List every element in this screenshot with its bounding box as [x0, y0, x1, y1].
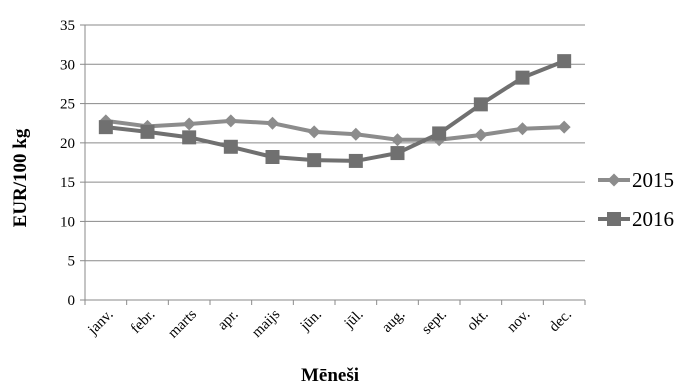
- data-point-2016: [98, 120, 113, 135]
- x-tick-label: jūn.: [297, 307, 325, 335]
- data-point-2015: [349, 127, 363, 141]
- y-tick-label: 15: [60, 175, 75, 191]
- data-point-2015: [391, 133, 404, 147]
- data-point-2015: [474, 128, 488, 142]
- y-axis-title: EUR/100 kg: [10, 128, 31, 227]
- y-tick-labels: 0 5 10 15 20 25 30 35: [60, 18, 75, 309]
- legend: 2015 2016: [598, 168, 674, 231]
- y-tick-label: 5: [68, 254, 76, 270]
- legend-marker-2015: [607, 173, 621, 187]
- x-tick-label: apr.: [215, 307, 242, 334]
- y-tick-label: 35: [60, 18, 75, 34]
- x-tick-label: janv.: [84, 307, 116, 339]
- y-tick-label: 30: [60, 57, 75, 73]
- data-point-2016: [515, 70, 530, 85]
- x-tick-label: dec.: [546, 307, 575, 336]
- x-tick-labels: janv. febr. marts apr. maijs jūn. jūl. aug. sept…: [84, 306, 575, 341]
- data-point-2016: [223, 139, 238, 154]
- series-lines: [98, 54, 572, 168]
- y-tick-label: 25: [60, 97, 75, 113]
- x-tick-label: nov.: [504, 307, 533, 336]
- x-tick-label: maijs: [249, 306, 283, 340]
- data-point-2015: [557, 120, 571, 134]
- gridlines: [85, 24, 585, 262]
- y-tick-label: 10: [60, 214, 75, 230]
- x-tick-label: jūl.: [341, 307, 367, 333]
- data-point-2016: [432, 126, 447, 141]
- data-point-2015: [516, 122, 529, 136]
- data-point-2016: [473, 97, 488, 112]
- data-point-2016: [140, 124, 155, 139]
- x-tick-label: febr.: [128, 307, 158, 337]
- x-tick-label: sept.: [419, 307, 450, 338]
- data-point-2016: [182, 130, 197, 145]
- data-point-2015: [266, 116, 279, 130]
- y-tick-label: 20: [60, 136, 75, 152]
- series-line-2015: [105, 118, 565, 142]
- data-point-2015: [307, 125, 321, 139]
- data-point-2016: [307, 153, 322, 168]
- data-point-2016: [557, 54, 572, 69]
- data-point-2016: [390, 146, 405, 161]
- legend-label-2015: 2015: [632, 168, 674, 192]
- x-tick-label: aug.: [379, 307, 408, 336]
- legend-marker-2016: [607, 212, 621, 226]
- data-point-2016: [265, 150, 280, 164]
- axes: [80, 24, 586, 305]
- legend-label-2016: 2016: [632, 207, 674, 231]
- data-point-2016: [348, 153, 363, 168]
- x-tick-label: okt.: [464, 307, 492, 335]
- y-tick-label: 0: [68, 293, 76, 309]
- data-point-2015: [182, 117, 196, 131]
- series-line-2016: [105, 59, 565, 163]
- data-point-2015: [224, 114, 238, 128]
- x-tick-label: marts: [165, 306, 200, 341]
- x-axis-title: Mēneši: [301, 365, 359, 386]
